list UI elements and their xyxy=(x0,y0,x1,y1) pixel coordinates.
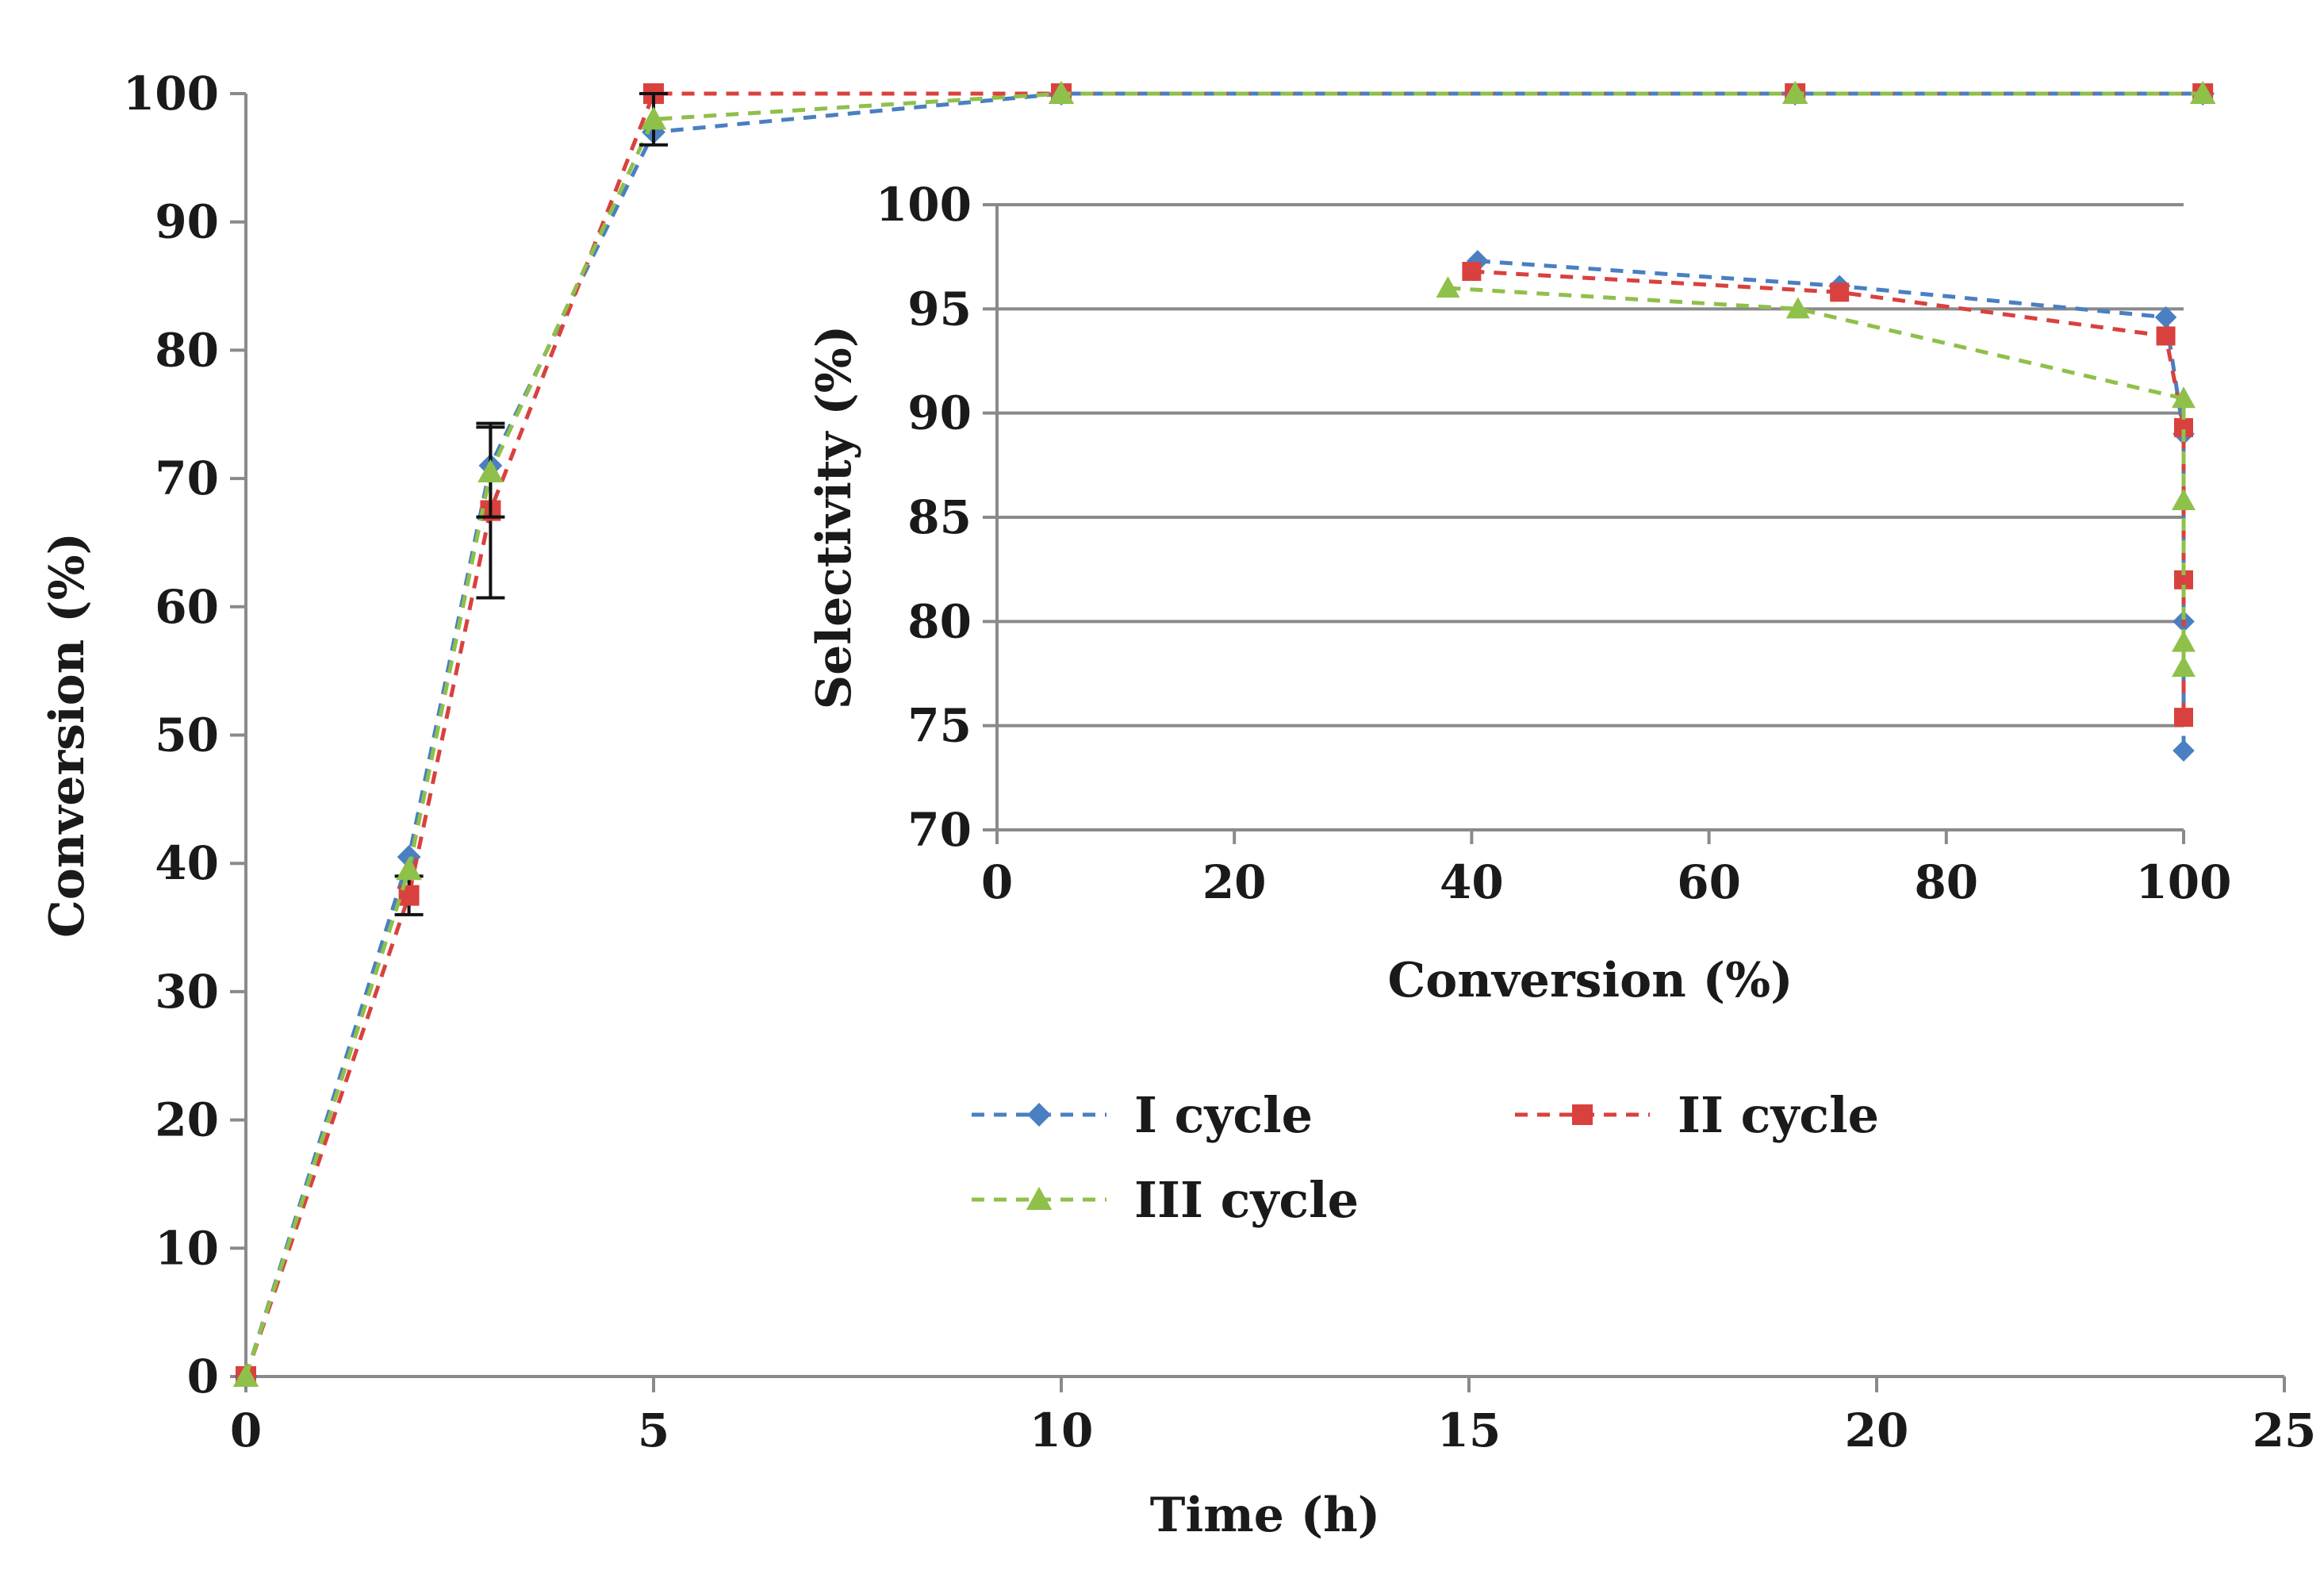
main-y-tick-label-0: 0 xyxy=(187,1350,219,1403)
main-y-tick-label-100: 100 xyxy=(123,67,219,121)
main-x-tick-label-15: 15 xyxy=(1437,1403,1501,1457)
inset-x-tick-label-40: 40 xyxy=(1440,855,1504,909)
inset-point-ii-cycle-2 xyxy=(2156,326,2176,346)
inset-y-tick-label-80: 80 xyxy=(907,594,972,648)
legend-item-ii-cycle: II cycle xyxy=(1515,1086,1879,1144)
legend-marker-i-cycle xyxy=(1027,1103,1051,1127)
inset-point-ii-cycle-0 xyxy=(1462,262,1482,282)
inset-series-iii-cycle xyxy=(1436,276,2196,678)
inset-point-iii-cycle-2 xyxy=(2172,386,2196,409)
main-y-tick-label-60: 60 xyxy=(155,580,219,634)
inset-series-line-iii-cycle xyxy=(1448,286,2186,668)
inset-x-tick-label-20: 20 xyxy=(1202,855,1267,909)
inset-y-tick-label-90: 90 xyxy=(907,386,972,440)
inset-point-i-cycle-5 xyxy=(2173,739,2195,762)
main-x-tick-label-25: 25 xyxy=(2253,1403,2317,1457)
legend-item-i-cycle: I cycle xyxy=(972,1086,1313,1144)
main-y-tick-label-20: 20 xyxy=(155,1093,219,1147)
main-point-iii-cycle-2 xyxy=(477,459,504,483)
main-y-tick-label-50: 50 xyxy=(155,708,219,762)
main-x-tick-label-0: 0 xyxy=(230,1403,262,1457)
inset-point-iii-cycle-5 xyxy=(2172,655,2196,678)
main-x-tick-label-10: 10 xyxy=(1030,1403,1094,1457)
inset-point-iii-cycle-3 xyxy=(2172,488,2196,510)
inset-x-tick-label-80: 80 xyxy=(1914,855,1978,909)
inset-point-i-cycle-2 xyxy=(2154,306,2177,328)
legend-item-iii-cycle: III cycle xyxy=(972,1171,1359,1229)
main-point-iii-cycle-6 xyxy=(2189,80,2216,104)
inset-point-iii-cycle-0 xyxy=(1436,276,1460,298)
inset-plot: 70 75 80 85 90 95 100 0 20 40 60 80 100 Conversion (%… xyxy=(807,178,2232,1008)
main-point-iii-cycle-3 xyxy=(640,106,667,130)
main-point-iii-cycle-4 xyxy=(1048,80,1075,104)
main-point-iii-cycle-0 xyxy=(232,1363,259,1387)
legend-label-i-cycle: I cycle xyxy=(1134,1086,1313,1144)
main-x-tick-label-20: 20 xyxy=(1845,1403,1909,1457)
legend-marker-ii-cycle xyxy=(1572,1104,1593,1125)
inset-point-ii-cycle-1 xyxy=(1830,282,1850,302)
inset-x-tick-label-60: 60 xyxy=(1677,855,1741,909)
main-y-tick-label-30: 30 xyxy=(155,965,219,1019)
inset-y-axis-title: Selectivity (%) xyxy=(807,325,862,709)
inset-y-tick-label-100: 100 xyxy=(876,178,972,232)
legend-label-ii-cycle: II cycle xyxy=(1678,1086,1879,1144)
main-y-tick-label-70: 70 xyxy=(155,451,219,505)
main-y-tick-label-90: 90 xyxy=(155,195,219,249)
inset-series-line-i-cycle xyxy=(1477,259,2186,751)
inset-point-iii-cycle-4 xyxy=(2172,630,2196,652)
main-series-iii-cycle xyxy=(232,80,2216,1387)
inset-y-tick-label-75: 75 xyxy=(907,699,972,753)
main-y-axis-title: Conversion (%) xyxy=(40,532,95,938)
legend: I cycle II cycle III cycle xyxy=(972,1086,1879,1229)
main-x-axis-title: Time (h) xyxy=(1150,1488,1380,1543)
main-y-tick-label-10: 10 xyxy=(155,1221,219,1275)
inset-y-tick-label-70: 70 xyxy=(907,803,972,857)
legend-label-iii-cycle: III cycle xyxy=(1134,1171,1359,1229)
inset-x-tick-label-100: 100 xyxy=(2135,855,2231,909)
inset-series-ii-cycle xyxy=(1462,262,2193,728)
main-plot: 0 10 20 30 40 50 60 70 80 90 100 0 5 10 15 20 25 Time (h)… xyxy=(40,67,2316,1543)
main-y-tick-label-80: 80 xyxy=(155,323,219,377)
inset-series-i-cycle xyxy=(1467,250,2195,762)
inset-series-line-ii-cycle xyxy=(1471,269,2186,718)
main-point-iii-cycle-1 xyxy=(396,857,422,881)
inset-x-axis-title: Conversion (%) xyxy=(1388,953,1793,1008)
main-y-tick-label-40: 40 xyxy=(155,836,219,890)
inset-point-ii-cycle-5 xyxy=(2174,708,2193,728)
inset-y-tick-label-95: 95 xyxy=(907,282,972,336)
inset-x-tick-label-0: 0 xyxy=(981,855,1013,909)
inset-point-iii-cycle-1 xyxy=(1785,297,1810,319)
inset-y-tick-label-85: 85 xyxy=(907,490,972,544)
main-x-tick-label-5: 5 xyxy=(638,1403,669,1457)
legend-marker-iii-cycle xyxy=(1026,1186,1053,1210)
main-point-iii-cycle-5 xyxy=(1781,80,1808,104)
